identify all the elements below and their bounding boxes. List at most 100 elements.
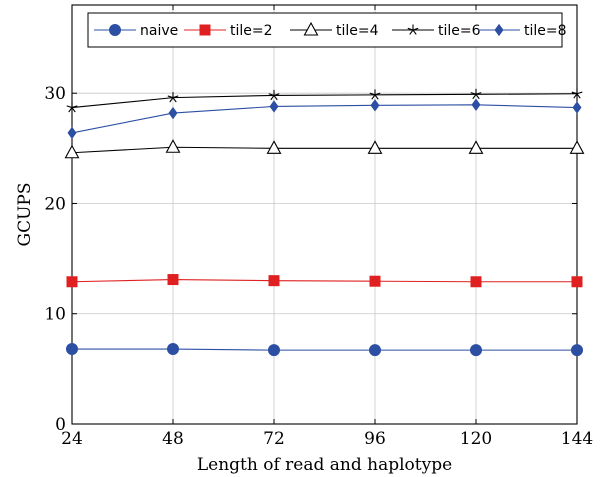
legend-item-tile-4: tile=4 bbox=[290, 21, 379, 39]
data-point-tile-4 bbox=[165, 139, 181, 153]
data-point-tile-8 bbox=[269, 100, 279, 113]
y-tick-label: 30 bbox=[44, 84, 66, 104]
legend-marker-tile-4 bbox=[303, 21, 319, 36]
series-layer bbox=[64, 88, 585, 357]
data-point-tile-2 bbox=[167, 274, 179, 286]
data-point-naive bbox=[268, 344, 280, 357]
data-point-naive bbox=[470, 344, 482, 357]
legend-item-tile-2: tile=2 bbox=[184, 23, 273, 39]
axes: 24 48 72 96 120 144 0 10 20 30 bbox=[44, 5, 593, 449]
series-line-naive bbox=[72, 348, 577, 351]
star-arm bbox=[71, 107, 76, 113]
data-point-tile-4 bbox=[468, 140, 484, 154]
star-arm bbox=[409, 29, 414, 35]
legend-label-tile-8: tile=8 bbox=[524, 23, 567, 39]
plot-frame bbox=[71, 4, 578, 425]
data-point-tile-8 bbox=[471, 98, 481, 111]
legend-label-tile-4: tile=4 bbox=[336, 23, 379, 39]
star-arm bbox=[66, 105, 73, 109]
star-arm bbox=[576, 91, 583, 95]
star-arm bbox=[71, 105, 78, 109]
series-tile-8 bbox=[67, 98, 582, 140]
data-point-tile-2 bbox=[369, 275, 381, 287]
y-tick-label: 20 bbox=[44, 194, 66, 214]
star-arm bbox=[573, 93, 578, 99]
star-arm bbox=[374, 92, 381, 96]
data-point-tile-4 bbox=[266, 140, 282, 154]
legend-marker-tile-2 bbox=[199, 24, 211, 36]
star-arm bbox=[412, 27, 419, 31]
x-tick-label: 120 bbox=[460, 429, 492, 449]
series-line-tile-4 bbox=[71, 146, 577, 154]
star-arm bbox=[472, 93, 477, 100]
legend-marker-naive bbox=[109, 24, 121, 36]
data-point-naive bbox=[571, 344, 583, 357]
star-arm bbox=[273, 93, 280, 96]
legend-label-tile-2: tile=2 bbox=[230, 23, 273, 39]
star-arm bbox=[369, 92, 376, 96]
data-point-tile-8 bbox=[572, 101, 582, 114]
x-tick-label: 48 bbox=[162, 429, 184, 449]
star-arm bbox=[407, 27, 414, 31]
data-point-tile-6 bbox=[268, 89, 280, 101]
series-tile-4 bbox=[64, 139, 585, 159]
data-point-tile-2 bbox=[571, 276, 583, 288]
data-point-tile-6 bbox=[167, 92, 179, 103]
series-tile-6 bbox=[66, 88, 583, 113]
data-point-tile-6 bbox=[66, 102, 78, 113]
series-naive bbox=[66, 343, 583, 357]
legend: naive tile=2 tile=4 tile=6 tile=8 bbox=[87, 12, 567, 48]
star-arm bbox=[475, 93, 480, 100]
star-arm bbox=[167, 95, 174, 99]
star-arm bbox=[412, 29, 417, 35]
star-arm bbox=[273, 95, 278, 101]
data-point-tile-8 bbox=[67, 126, 77, 140]
series-line-tile-8 bbox=[71, 104, 578, 134]
legend-label-naive: naive bbox=[140, 23, 178, 39]
series-line-tile-6 bbox=[71, 93, 578, 109]
series-tile-2 bbox=[66, 274, 583, 288]
star-arm bbox=[371, 94, 376, 100]
data-point-tile-6 bbox=[369, 89, 381, 100]
data-point-tile-2 bbox=[66, 276, 78, 288]
data-point-naive bbox=[369, 344, 381, 357]
legend-item-tile-6: tile=6 bbox=[392, 23, 481, 39]
y-axis-label: GCUPS bbox=[15, 183, 35, 247]
legend-marker-tile-6 bbox=[407, 24, 419, 35]
star-arm bbox=[576, 93, 581, 99]
grid bbox=[71, 5, 578, 424]
data-point-tile-8 bbox=[168, 106, 178, 120]
star-arm bbox=[172, 97, 177, 103]
data-point-naive bbox=[66, 343, 78, 356]
data-point-tile-4 bbox=[569, 140, 585, 154]
x-tick-label: 24 bbox=[61, 429, 83, 449]
x-tick-label: 72 bbox=[263, 429, 285, 449]
x-axis-label: Length of read and haplotype bbox=[197, 455, 452, 475]
data-point-tile-4 bbox=[367, 140, 383, 154]
y-tick-label: 0 bbox=[55, 415, 66, 435]
data-point-tile-2 bbox=[268, 275, 280, 287]
series-line-tile-2 bbox=[71, 279, 577, 283]
x-tick-label: 96 bbox=[364, 429, 386, 449]
legend-item-tile-8: tile=8 bbox=[478, 23, 567, 39]
data-point-tile-6 bbox=[470, 88, 482, 100]
star-arm bbox=[470, 92, 477, 95]
data-point-tile-6 bbox=[571, 88, 583, 99]
legend-item-naive: naive bbox=[94, 23, 178, 39]
star-arm bbox=[270, 95, 275, 101]
legend-label-tile-6: tile=6 bbox=[438, 23, 481, 39]
star-arm bbox=[268, 93, 275, 96]
star-arm bbox=[571, 91, 578, 95]
data-point-naive bbox=[167, 343, 179, 356]
star-arm bbox=[169, 97, 174, 103]
x-tick-label: 144 bbox=[561, 429, 593, 449]
legend-marker-tile-8 bbox=[494, 23, 504, 37]
data-point-tile-2 bbox=[470, 276, 482, 288]
y-tick-label: 10 bbox=[44, 305, 66, 325]
star-arm bbox=[68, 107, 73, 113]
star-arm bbox=[172, 95, 179, 99]
data-point-tile-8 bbox=[370, 99, 380, 112]
star-arm bbox=[374, 94, 379, 100]
data-point-tile-4 bbox=[64, 144, 80, 159]
